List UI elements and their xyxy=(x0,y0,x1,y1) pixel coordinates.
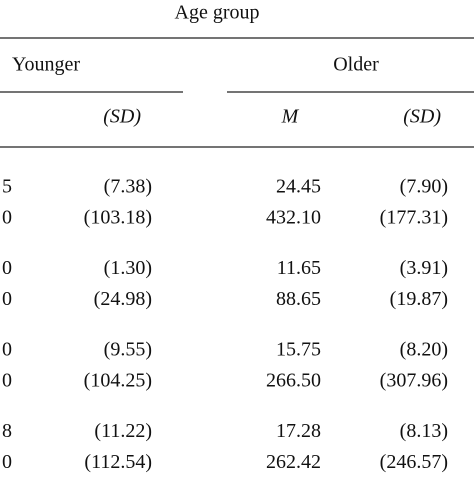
table-cell: 0 xyxy=(2,288,12,310)
table-cell: (24.98) xyxy=(94,288,152,310)
table-cell: 17.28 xyxy=(276,420,321,442)
table-cell: (11.22) xyxy=(94,420,152,442)
group-header: Younger xyxy=(12,54,80,76)
table-cell: 0 xyxy=(2,207,12,229)
table-cell: (246.57) xyxy=(380,451,448,473)
table-cell: (177.31) xyxy=(380,207,448,229)
table-cell: 432.10 xyxy=(266,207,321,229)
table-cell: 0 xyxy=(2,370,12,392)
table-cell: (104.25) xyxy=(84,370,152,392)
group-header: Older xyxy=(333,54,379,76)
table-cell: (112.54) xyxy=(84,451,152,473)
table-cell: (8.20) xyxy=(400,339,448,361)
table-cell: 266.50 xyxy=(266,370,321,392)
table-cell: 0 xyxy=(2,451,12,473)
table-cell: (1.30) xyxy=(104,257,152,279)
table-cell: 88.65 xyxy=(276,288,321,310)
table-cell: 15.75 xyxy=(276,339,321,361)
table-cell: (7.90) xyxy=(400,176,448,198)
table-title: Age group xyxy=(175,2,260,24)
table-cell: 24.45 xyxy=(276,176,321,198)
table-cell: (307.96) xyxy=(380,370,448,392)
column-header: M xyxy=(281,106,300,128)
table-cell: (8.13) xyxy=(400,420,448,442)
column-header: (SD) xyxy=(403,106,441,128)
table-cell: (103.18) xyxy=(84,207,152,229)
table-cell: 11.65 xyxy=(277,257,321,279)
table-cell: 0 xyxy=(2,257,12,279)
table-cell: (9.55) xyxy=(104,339,152,361)
table-cell: 262.42 xyxy=(266,451,321,473)
table-cell: 0 xyxy=(2,339,12,361)
table-cell: 8 xyxy=(2,420,12,442)
table-cell: (7.38) xyxy=(104,176,152,198)
column-header: (SD) xyxy=(103,106,141,128)
table-cell: (19.87) xyxy=(390,288,448,310)
table-cell: (3.91) xyxy=(400,257,448,279)
table-cell: 5 xyxy=(2,176,12,198)
